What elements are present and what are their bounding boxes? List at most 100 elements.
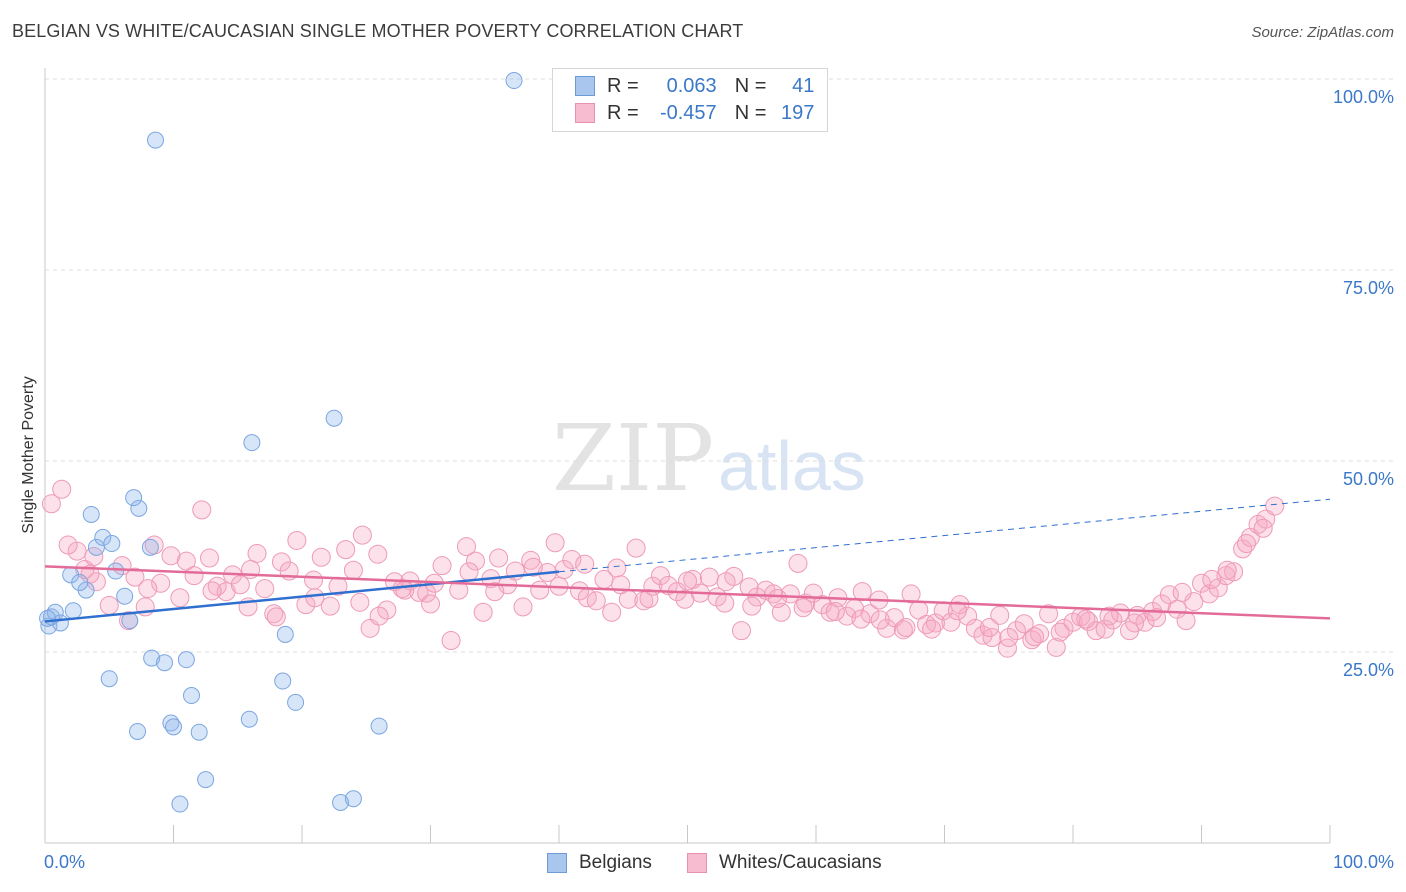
- data-point: [197, 771, 215, 789]
- data-point: [1217, 560, 1237, 580]
- data-point: [182, 687, 200, 705]
- belgians-points: [39, 72, 523, 813]
- data-point: [156, 654, 174, 672]
- data-point: [1006, 621, 1026, 641]
- data-point: [575, 554, 595, 574]
- data-point: [851, 609, 871, 629]
- data-point: [626, 538, 646, 558]
- data-point: [1176, 611, 1196, 631]
- data-point: [485, 582, 505, 602]
- n-label: N =: [734, 101, 767, 124]
- data-point: [161, 546, 181, 566]
- data-point: [177, 651, 195, 669]
- r-label: R =: [607, 74, 639, 97]
- data-point: [52, 479, 72, 499]
- data-point: [151, 573, 171, 593]
- data-point: [247, 543, 267, 563]
- data-point: [1233, 539, 1253, 559]
- data-point: [352, 525, 372, 545]
- data-point: [699, 567, 719, 587]
- data-point: [1256, 509, 1276, 529]
- data-point: [82, 505, 100, 523]
- legend-item-whites: Whites/Caucasians: [687, 852, 882, 874]
- data-point: [107, 562, 125, 580]
- data-point: [780, 584, 800, 604]
- data-point: [305, 588, 325, 608]
- data-point: [343, 560, 363, 580]
- data-point: [344, 790, 362, 808]
- data-point: [143, 649, 161, 667]
- data-point: [893, 620, 913, 640]
- data-point: [825, 602, 845, 622]
- whites-swatch: [687, 853, 707, 873]
- r-value: 0.063: [666, 74, 717, 97]
- data-point: [320, 596, 340, 616]
- data-point: [1253, 518, 1273, 538]
- data-point: [860, 604, 880, 624]
- data-point: [266, 607, 286, 627]
- data-point: [1184, 592, 1204, 612]
- data-point: [1014, 614, 1034, 634]
- data-point: [64, 602, 82, 620]
- data-point: [350, 592, 370, 612]
- data-point: [274, 672, 292, 690]
- data-point: [489, 548, 509, 568]
- legend-row-belgians: R = 0.063 N = 41: [575, 73, 814, 99]
- data-point: [979, 618, 999, 638]
- x-tick-min: 0.0%: [44, 852, 86, 872]
- belgians-trend-line: [44, 570, 560, 623]
- data-point: [731, 621, 751, 641]
- data-point: [332, 794, 350, 812]
- data-point: [465, 551, 485, 571]
- axes: [44, 68, 1331, 844]
- data-point: [409, 582, 429, 602]
- data-point: [896, 618, 916, 638]
- data-point: [138, 579, 158, 599]
- data-point: [999, 627, 1019, 647]
- data-point: [276, 625, 294, 643]
- data-point: [1076, 609, 1096, 629]
- data-point: [901, 584, 921, 604]
- data-point: [459, 562, 479, 582]
- data-point: [421, 594, 440, 614]
- data-point: [125, 489, 143, 507]
- data-point: [287, 530, 307, 550]
- data-point: [370, 717, 388, 735]
- data-point: [545, 533, 565, 553]
- n-value: 197: [781, 101, 815, 124]
- data-point: [1046, 637, 1066, 657]
- legend-item-belgians: Belgians: [547, 852, 652, 874]
- data-point: [997, 638, 1017, 658]
- data-point: [788, 553, 808, 573]
- data-point: [202, 581, 222, 601]
- data-point: [184, 566, 204, 586]
- data-point: [586, 591, 606, 611]
- correlation-legend: R = 0.063 N = 41 R = -0.457 N = 197: [552, 68, 828, 132]
- data-point: [377, 600, 397, 620]
- data-point: [125, 567, 145, 587]
- data-point: [441, 631, 461, 651]
- data-point: [852, 582, 872, 602]
- data-point: [99, 595, 119, 615]
- trend-lines: [44, 498, 1331, 623]
- data-point: [116, 587, 134, 605]
- data-point: [513, 597, 533, 617]
- data-point: [1265, 496, 1285, 516]
- data-point: [456, 537, 476, 557]
- data-point: [58, 535, 78, 555]
- data-point: [141, 538, 159, 556]
- data-point: [230, 575, 250, 595]
- n-label: N =: [734, 74, 767, 97]
- watermark-zip: ZIP: [552, 405, 714, 512]
- data-point: [287, 693, 305, 711]
- data-point: [530, 580, 550, 600]
- data-point: [1022, 630, 1042, 650]
- data-point: [678, 571, 697, 591]
- data-point: [243, 434, 261, 452]
- data-point: [325, 409, 343, 427]
- data-point: [304, 570, 324, 590]
- data-point: [103, 535, 121, 553]
- data-point: [147, 131, 165, 149]
- data-point: [171, 795, 189, 813]
